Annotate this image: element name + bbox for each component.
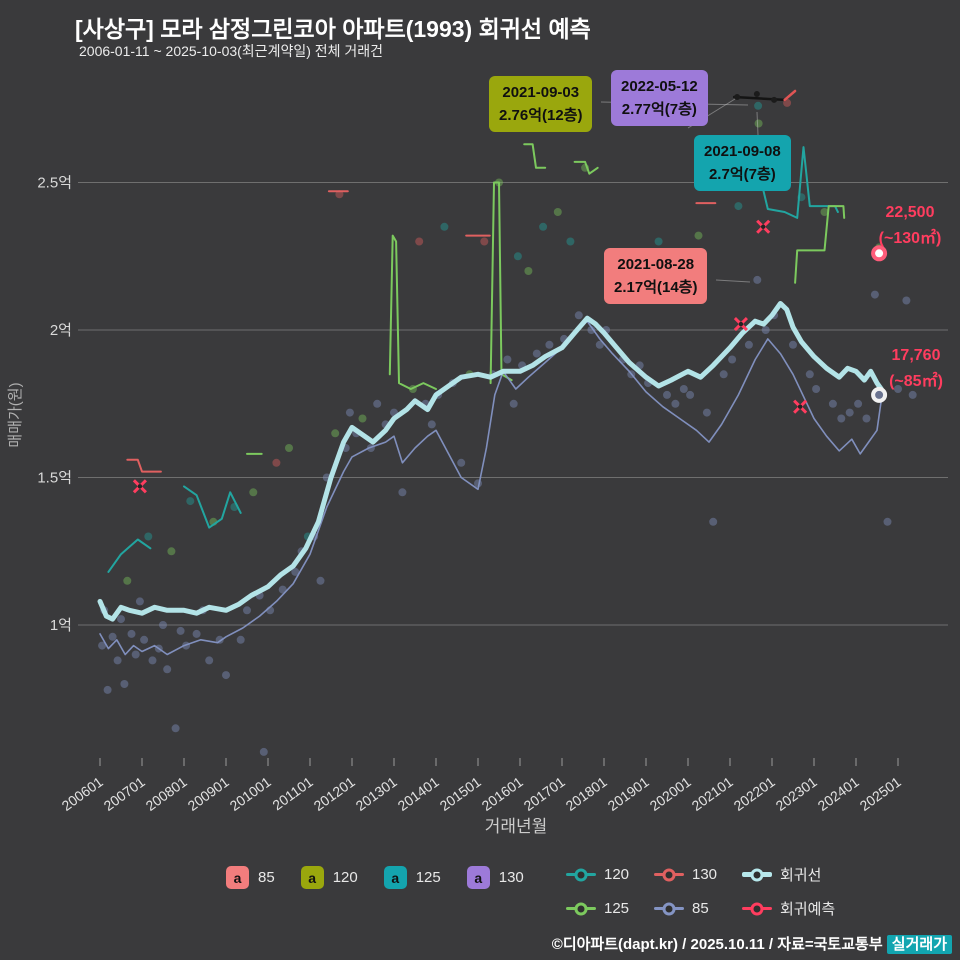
svg-text:201301: 201301 bbox=[353, 773, 400, 814]
legend-size-125: a 125 bbox=[383, 866, 441, 889]
line-swatch bbox=[566, 902, 596, 915]
svg-text:201701: 201701 bbox=[521, 773, 568, 814]
line-swatch bbox=[742, 902, 772, 915]
legend-label: 회귀선 bbox=[780, 867, 822, 884]
legend-label: 회귀예측 bbox=[780, 901, 836, 918]
legend-series: 120 130 회귀선 125 85 회귀예측 bbox=[566, 864, 868, 919]
legend-label: 125 bbox=[415, 869, 441, 886]
svg-text:202501: 202501 bbox=[857, 773, 904, 814]
annotation-date: 2021-09-08 bbox=[704, 143, 781, 160]
annotation-box-120: 2021-09-03 2.76억(12층) bbox=[489, 76, 593, 132]
legend-series-prediction: 회귀예측 bbox=[742, 898, 868, 919]
svg-text:2.5억: 2.5억 bbox=[37, 175, 72, 192]
legend-swatch-85: a bbox=[226, 866, 249, 889]
svg-text:200701: 200701 bbox=[101, 773, 148, 814]
legend-series-130: 130 bbox=[654, 864, 742, 885]
annotation-box-85: 2021-08-28 2.17억(14층) bbox=[604, 248, 708, 304]
annotation-value: 2.7억(7층) bbox=[708, 166, 776, 183]
legend-label: 120 bbox=[332, 869, 358, 886]
footer-highlight: 실거래가 bbox=[886, 935, 952, 954]
annotation-value: 2.17억(14층) bbox=[614, 279, 698, 296]
svg-text:201801: 201801 bbox=[563, 773, 610, 814]
page-title: [사상구] 모라 삼정그린코아 아파트(1993) 회귀선 예측 bbox=[75, 16, 591, 42]
footer-text: ©디아파트(dapt.kr) / 2025.10.11 / 자료=국토교통부 bbox=[551, 936, 887, 953]
prediction-price: 17,760 bbox=[891, 347, 941, 364]
annotation-date: 2021-09-03 bbox=[502, 84, 580, 101]
svg-text:200801: 200801 bbox=[143, 773, 190, 814]
svg-text:202301: 202301 bbox=[773, 773, 820, 814]
prediction-label-130: 22,500 (~130㎡) bbox=[866, 200, 954, 252]
svg-text:1.5억: 1.5억 bbox=[37, 470, 72, 487]
line-swatch bbox=[566, 868, 596, 881]
svg-text:201501: 201501 bbox=[437, 773, 484, 814]
prediction-price: 22,500 bbox=[885, 204, 935, 221]
prediction-area: (~130㎡) bbox=[878, 230, 942, 247]
svg-text:매매가(원): 매매가(원) bbox=[7, 382, 24, 447]
svg-text:201201: 201201 bbox=[311, 773, 358, 814]
page-subtitle: 2006-01-11 ~ 2025-10-03(최근계약일) 전체 거래건 bbox=[79, 43, 384, 59]
legend-series-120: 120 bbox=[566, 864, 654, 885]
legend-label: 125 bbox=[604, 900, 630, 917]
svg-text:201101: 201101 bbox=[269, 773, 316, 813]
legend-label: 130 bbox=[498, 869, 524, 886]
legend-swatch-130: a bbox=[466, 866, 490, 889]
legend-label: 130 bbox=[692, 866, 718, 883]
annotation-date: 2021-08-28 bbox=[617, 256, 695, 273]
legend-series-125: 125 bbox=[566, 898, 654, 919]
legend-series-regression: 회귀선 bbox=[742, 864, 868, 885]
svg-text:2억: 2억 bbox=[50, 322, 72, 339]
legend-sizes: a 85 a 120 a 125 a 130 bbox=[226, 866, 524, 889]
svg-text:201601: 201601 bbox=[479, 773, 526, 814]
legend-label: 120 bbox=[604, 866, 630, 883]
line-swatch bbox=[654, 902, 684, 915]
legend-size-85: a 85 bbox=[226, 866, 275, 889]
line-swatch bbox=[654, 868, 684, 881]
annotation-value: 2.76억(12층) bbox=[499, 107, 583, 124]
annotation-date: 2022-05-12 bbox=[621, 78, 698, 95]
legend-label: 85 bbox=[692, 900, 709, 917]
legend-swatch-120: a bbox=[300, 866, 324, 889]
svg-text:200601: 200601 bbox=[59, 773, 106, 814]
prediction-area: (~85㎡) bbox=[889, 373, 943, 390]
annotation-box-125: 2021-09-08 2.7억(7층) bbox=[694, 135, 791, 191]
line-swatch bbox=[742, 868, 772, 881]
legend-swatch-125: a bbox=[383, 866, 407, 889]
legend-series-85: 85 bbox=[654, 898, 742, 919]
annotation-value: 2.77억(7층) bbox=[621, 101, 697, 118]
svg-text:202401: 202401 bbox=[815, 773, 862, 814]
svg-text:거래년월: 거래년월 bbox=[485, 817, 548, 836]
svg-text:201001: 201001 bbox=[227, 773, 274, 814]
prediction-label-85: 17,760 (~85㎡) bbox=[876, 343, 956, 395]
copyright-footer: ©디아파트(dapt.kr) / 2025.10.11 / 자료=국토교통부 실… bbox=[552, 933, 952, 954]
annotation-box-130: 2022-05-12 2.77억(7층) bbox=[611, 70, 708, 126]
svg-text:201401: 201401 bbox=[395, 773, 442, 814]
svg-text:202001: 202001 bbox=[647, 773, 694, 814]
svg-text:1억: 1억 bbox=[50, 617, 72, 634]
legend-label: 85 bbox=[258, 869, 275, 886]
svg-text:201901: 201901 bbox=[605, 773, 652, 814]
svg-text:202201: 202201 bbox=[731, 773, 778, 814]
svg-text:202101: 202101 bbox=[689, 773, 736, 814]
legend-size-130: a 130 bbox=[466, 866, 524, 889]
legend-size-120: a 120 bbox=[300, 866, 358, 889]
svg-text:200901: 200901 bbox=[185, 773, 232, 814]
